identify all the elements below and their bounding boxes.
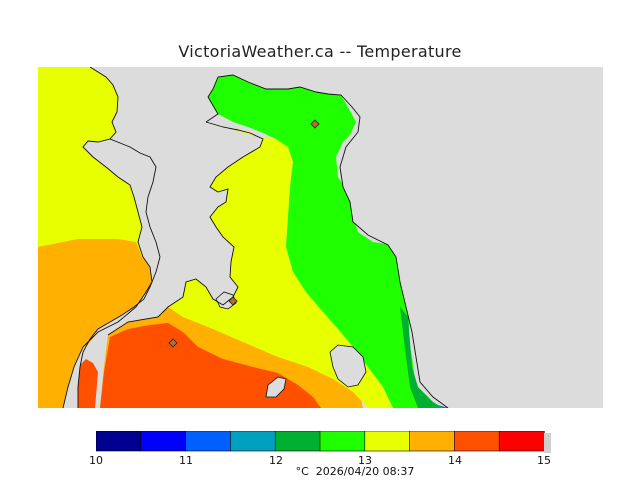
zone-13-14-central <box>168 122 393 408</box>
land-east <box>338 67 603 408</box>
scale-swatch-0 <box>96 431 142 452</box>
station-marker <box>228 296 238 306</box>
chart-title: VictoriaWeather.ca -- Temperature <box>178 42 462 61</box>
scale-swatch-9 <box>498 431 545 452</box>
harbour <box>215 291 237 310</box>
temperature-map <box>38 67 603 408</box>
scale-tick-4: 14 <box>448 454 462 467</box>
color-scale-bar <box>96 431 551 453</box>
coastline-west <box>62 67 153 408</box>
zone-11-115-east <box>438 405 448 408</box>
scale-tick-5: 15 <box>537 454 551 467</box>
zone-145-15-south <box>100 323 321 408</box>
land-north <box>90 67 603 125</box>
island-small <box>265 376 287 398</box>
island-south <box>329 344 367 388</box>
scale-swatch-7 <box>409 431 456 452</box>
land-inlet-west <box>108 145 133 157</box>
zone-14-145-west <box>38 239 152 408</box>
scale-swatch-4 <box>274 431 321 452</box>
station-marker <box>168 338 178 348</box>
scale-swatch-3 <box>230 431 276 452</box>
scale-shadow <box>544 433 551 453</box>
timestamp: 2026/04/20 08:37 <box>315 465 415 478</box>
unit-label: °C <box>295 465 309 478</box>
scale-swatch-8 <box>454 431 500 452</box>
coastline-peninsula <box>107 121 264 336</box>
scale-tick-2: 12 <box>269 454 283 467</box>
scale-footer: °C 2026/04/20 08:37 <box>0 465 640 478</box>
coastline-north <box>205 74 449 408</box>
zone-115-12-east <box>400 307 443 408</box>
coastline-inner <box>77 138 161 408</box>
scale-swatch-5 <box>319 431 366 452</box>
scale-tick-1: 11 <box>179 454 193 467</box>
scale-swatch-6 <box>364 431 411 452</box>
scale-tick-0: 10 <box>89 454 103 467</box>
land-inlet-saanich <box>63 139 160 408</box>
zone-12-13-central <box>208 75 418 408</box>
scale-tick-3: 13 <box>358 454 372 467</box>
scale-swatch-2 <box>185 431 231 452</box>
station-marker <box>310 119 320 129</box>
scale-swatch-1 <box>140 431 187 452</box>
